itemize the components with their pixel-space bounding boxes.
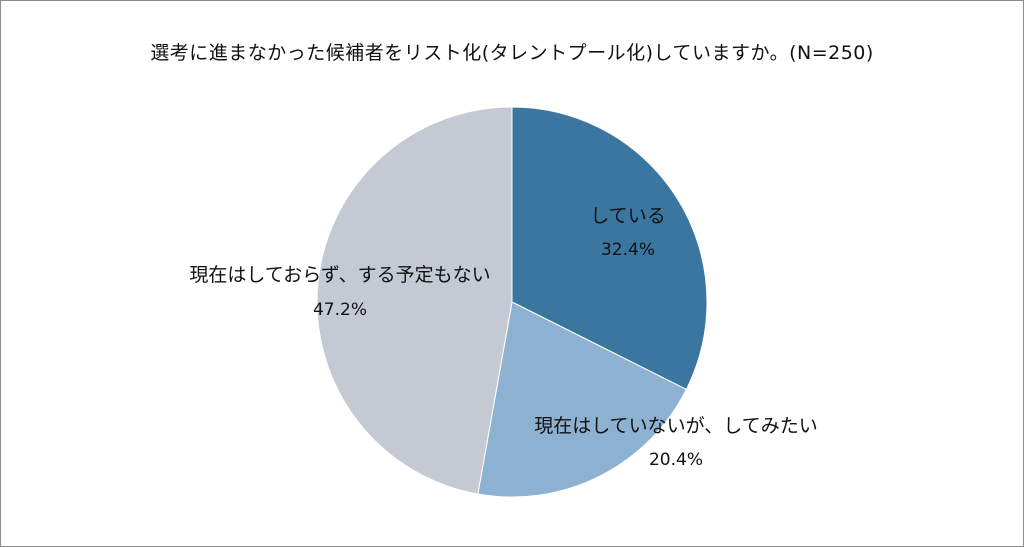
slice-value-shiteiru: 32.4%: [601, 240, 655, 260]
pie-slice-yotei-nashi: [316, 106, 513, 495]
chart-title: 選考に進まなかった候補者をリスト化(タレントプール化)していますか。(N=250…: [150, 42, 874, 64]
pie-slices: [316, 106, 708, 498]
slice-label-shiteiru: している: [590, 205, 665, 227]
slice-value-shitemitai: 20.4%: [649, 450, 703, 470]
slice-label-shitemitai: 現在はしていないが、してみたい: [534, 415, 817, 437]
pie-slice-shiteiru: [511, 106, 708, 391]
slice-labels: している 32.4% 現在はしていないが、してみたい 20.4% 現在はしておらず、する…: [189, 205, 817, 470]
pie-slice-shitemitai: [477, 301, 687, 498]
slice-label-yotei-nashi: 現在はしておらず、する予定もない: [189, 264, 490, 286]
slice-value-yotei-nashi: 47.2%: [313, 300, 367, 320]
